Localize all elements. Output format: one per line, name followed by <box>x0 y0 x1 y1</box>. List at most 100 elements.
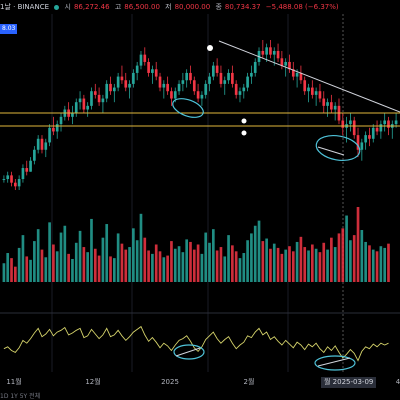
candle-body-9 <box>36 138 40 150</box>
volume-bar-27 <box>105 224 109 282</box>
candle-body-76 <box>291 69 295 77</box>
volume-bar-47 <box>181 252 185 282</box>
candle-body-0 <box>2 179 6 181</box>
candle-body-71 <box>272 50 276 55</box>
candle-body-63 <box>242 87 246 92</box>
volume-bar-59 <box>227 235 230 282</box>
candle-body-61 <box>234 83 238 95</box>
volume-bar-66 <box>253 225 257 282</box>
candle-body-21 <box>82 98 86 110</box>
x-tick-label-2: 2025 <box>161 378 179 386</box>
candle-body-65 <box>250 72 253 77</box>
volume-bar-39 <box>151 253 154 282</box>
candle-body-55 <box>211 65 215 77</box>
candle-body-56 <box>215 65 219 73</box>
volume-bar-2 <box>10 258 13 282</box>
footer-ranges[interactable]: 1D 1Y 5Y 전체 <box>0 393 41 400</box>
volume-bar-30 <box>116 233 120 282</box>
volume-bar-38 <box>147 250 150 282</box>
candle-body-34 <box>132 72 135 84</box>
volume-bar-54 <box>208 242 211 282</box>
candle-body-35 <box>135 65 139 73</box>
volume-bar-35 <box>135 240 139 282</box>
candle-body-27 <box>105 83 109 99</box>
low-value: 80,000.00 <box>174 3 211 11</box>
candle-body-7 <box>29 160 32 172</box>
volume-bar-33 <box>128 247 131 282</box>
volume-bar-84 <box>322 242 326 282</box>
volume-bar-67 <box>257 220 261 282</box>
candle-body-18 <box>71 113 74 117</box>
volume-bar-6 <box>25 256 29 282</box>
volume-bar-73 <box>280 253 284 282</box>
volume-bar-65 <box>250 233 253 282</box>
candle-body-45 <box>173 91 177 99</box>
volume-bar-48 <box>185 239 189 282</box>
volume-bar-28 <box>109 256 112 282</box>
candle-body-99 <box>379 124 383 132</box>
volume-bar-29 <box>112 258 116 282</box>
volume-bar-40 <box>154 244 158 282</box>
volume-bar-70 <box>269 248 272 282</box>
grid <box>51 14 344 372</box>
volume-bar-31 <box>120 243 124 282</box>
candle-body-58 <box>223 80 227 84</box>
volume-bar-91 <box>349 240 352 282</box>
candle-body-50 <box>192 80 196 92</box>
volume-bar-71 <box>272 243 276 282</box>
volume-bar-14 <box>55 251 59 282</box>
candle-body-62 <box>238 91 242 95</box>
candle-body-3 <box>13 182 17 187</box>
drawing-lines <box>0 40 400 162</box>
trendline-anchor-icon <box>207 45 213 51</box>
volume-bar-89 <box>341 228 345 282</box>
change-value: −5,488.08 (−6.37%) <box>265 3 339 11</box>
volume-bar-43 <box>166 255 169 282</box>
candle-body-39 <box>151 69 154 73</box>
candle-body-8 <box>33 149 36 161</box>
volume-bar-87 <box>333 247 337 282</box>
volume-bar-15 <box>59 232 63 282</box>
volume-bar-97 <box>371 249 375 282</box>
annotation-ellipse-1 <box>172 98 204 118</box>
volume-bar-41 <box>158 251 162 282</box>
volume-bar-9 <box>36 229 40 282</box>
candle-body-54 <box>208 76 211 84</box>
candle-body-40 <box>154 69 158 77</box>
volume-bar-52 <box>200 253 204 282</box>
x-tick-label-1: 12월 <box>85 377 100 386</box>
volume-bar-34 <box>132 228 135 282</box>
candle-body-20 <box>78 98 82 103</box>
candle-body-38 <box>147 61 150 73</box>
volume-bar-21 <box>82 247 86 282</box>
volume-bar-20 <box>78 230 82 282</box>
volume-bar-7 <box>29 259 32 282</box>
volume-bar-44 <box>170 241 173 282</box>
volume-bar-94 <box>360 230 364 282</box>
candle-body-81 <box>310 87 314 95</box>
volume-bar-17 <box>67 253 70 282</box>
rsi-annotation-line-1 <box>175 347 201 357</box>
volume-bar-68 <box>261 241 265 282</box>
candle-body-31 <box>120 76 124 81</box>
symbol-label[interactable]: 1날 · BINANCE <box>0 3 50 11</box>
volume-bar-32 <box>124 249 128 282</box>
volume-bar-55 <box>211 229 215 282</box>
candle-body-42 <box>162 83 166 88</box>
candle-body-94 <box>360 142 364 150</box>
volume-bar-83 <box>318 252 322 282</box>
candle-body-83 <box>318 91 322 99</box>
volume-bar-53 <box>204 232 208 282</box>
candle-body-60 <box>231 72 234 84</box>
annotation-ellipse-2 <box>315 134 361 162</box>
x-tick-label-0: 11월 <box>6 377 21 386</box>
volume-bar-95 <box>364 241 367 282</box>
candle-body-49 <box>189 72 192 81</box>
volume-bar-16 <box>63 225 67 282</box>
volume-bar-72 <box>276 247 280 282</box>
volume-bar-60 <box>231 245 234 282</box>
volume-bar-100 <box>383 247 387 282</box>
volume-bar-76 <box>291 251 295 282</box>
candles-pane <box>2 40 398 190</box>
candle-body-30 <box>116 76 120 88</box>
